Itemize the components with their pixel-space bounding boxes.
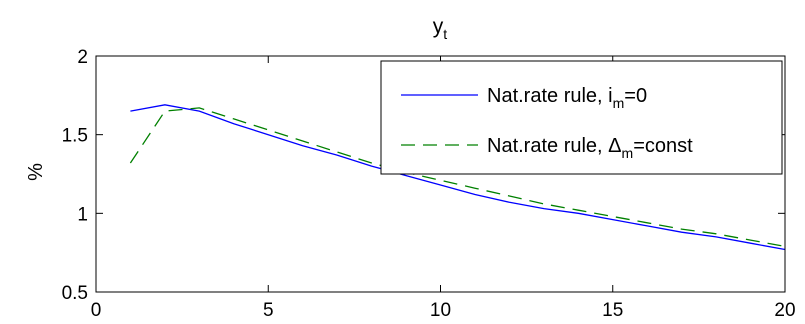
x-tick-label: 10 xyxy=(430,300,451,321)
x-tick-label: 5 xyxy=(263,300,274,321)
legend-label-2: Nat.rate rule, Δm=const xyxy=(487,135,693,161)
legend-label-1: Nat.rate rule, im=0 xyxy=(487,85,647,111)
y-tick-label: 2 xyxy=(77,47,88,68)
legend-box xyxy=(380,60,783,175)
x-tick-label: 20 xyxy=(774,300,795,321)
series-line-2 xyxy=(129,107,786,248)
legend: Nat.rate rule, im=0 Nat.rate rule, Δm=con… xyxy=(380,60,783,175)
series-layer xyxy=(129,104,786,251)
axes-layer: 0 5 10 15 20 0.5 1 1.5 2 xyxy=(62,47,796,321)
y-tick-label: 1.5 xyxy=(62,126,88,147)
chart-title: yt xyxy=(433,15,448,42)
x-tick-label: 15 xyxy=(602,300,623,321)
x-tick-label: 0 xyxy=(91,300,102,321)
series-line-1 xyxy=(130,104,786,251)
y-tick-label: 0.5 xyxy=(62,283,88,304)
y-tick-label: 1 xyxy=(77,204,88,225)
y-axis-label: % xyxy=(25,163,47,181)
